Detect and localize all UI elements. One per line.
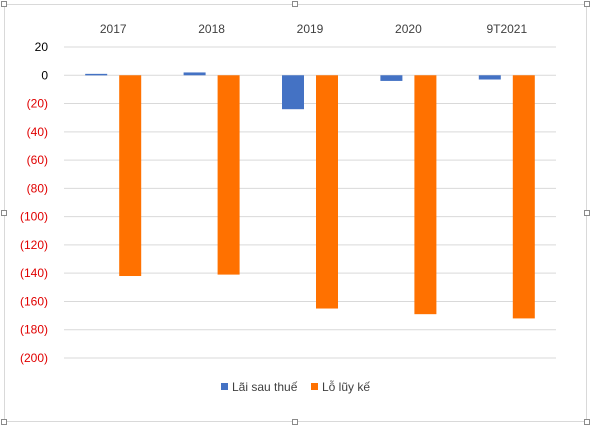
bar-lo-luy-ke-2018 — [217, 75, 240, 275]
y-tick-label: (140) — [20, 266, 48, 280]
y-tick-label: (180) — [20, 323, 48, 337]
resize-handle-top-left[interactable] — [1, 1, 7, 7]
resize-handle-middle-left[interactable] — [1, 210, 7, 216]
bar-lo-luy-ke-2017 — [119, 75, 142, 277]
x-category-label: 2017 — [100, 22, 127, 36]
resize-handle-middle-right[interactable] — [584, 210, 590, 216]
x-category-label: 2018 — [198, 22, 225, 36]
resize-handle-bottom-right[interactable] — [584, 419, 590, 425]
bar-lai-sau-thue-2017 — [85, 73, 108, 76]
resize-handle-top-right[interactable] — [584, 1, 590, 7]
legend-label: Lãi sau thuế — [232, 380, 298, 394]
y-tick-label: 20 — [35, 40, 49, 54]
legend-swatch — [221, 383, 228, 390]
chart-frame[interactable] — [4, 4, 587, 422]
y-tick-label: (40) — [27, 125, 48, 139]
y-tick-label: (60) — [27, 153, 48, 167]
bar-lai-sau-thue-9t2021 — [478, 75, 501, 80]
y-tick-label: (200) — [20, 351, 48, 365]
resize-handle-top-center[interactable] — [292, 1, 298, 7]
bar-lai-sau-thue-2020 — [380, 75, 403, 81]
x-axis-category-labels: 2017 2018 2019 2020 9T2021 — [100, 22, 528, 36]
legend-swatch — [311, 383, 318, 390]
y-tick-label: (120) — [20, 238, 48, 252]
bar-lo-luy-ke-9t2021 — [512, 75, 535, 319]
y-axis-ticks: 20 0 (20) (40) (60) (80) (100) (120) (140) (160) (… — [20, 40, 48, 365]
bar-lo-luy-ke-2020 — [414, 75, 437, 315]
y-tick-label: (160) — [20, 294, 48, 308]
bars — [85, 72, 535, 319]
gridlines — [64, 46, 556, 359]
bar-lo-luy-ke-2019 — [316, 75, 338, 309]
resize-handle-bottom-left[interactable] — [1, 419, 7, 425]
legend: Lãi sau thuế Lỗ lũy kế — [221, 379, 370, 394]
bar-lai-sau-thue-2019 — [282, 75, 304, 110]
y-tick-label: (80) — [27, 181, 48, 195]
y-tick-label: (20) — [27, 97, 48, 111]
y-tick-label: 0 — [41, 68, 48, 82]
resize-handle-bottom-center[interactable] — [292, 419, 298, 425]
legend-label: Lỗ lũy kế — [322, 379, 370, 394]
x-category-label: 9T2021 — [486, 22, 527, 36]
x-category-label: 2020 — [395, 22, 422, 36]
bar-lai-sau-thue-2018 — [183, 72, 206, 76]
x-category-label: 2019 — [297, 22, 324, 36]
y-tick-label: (100) — [20, 210, 48, 224]
